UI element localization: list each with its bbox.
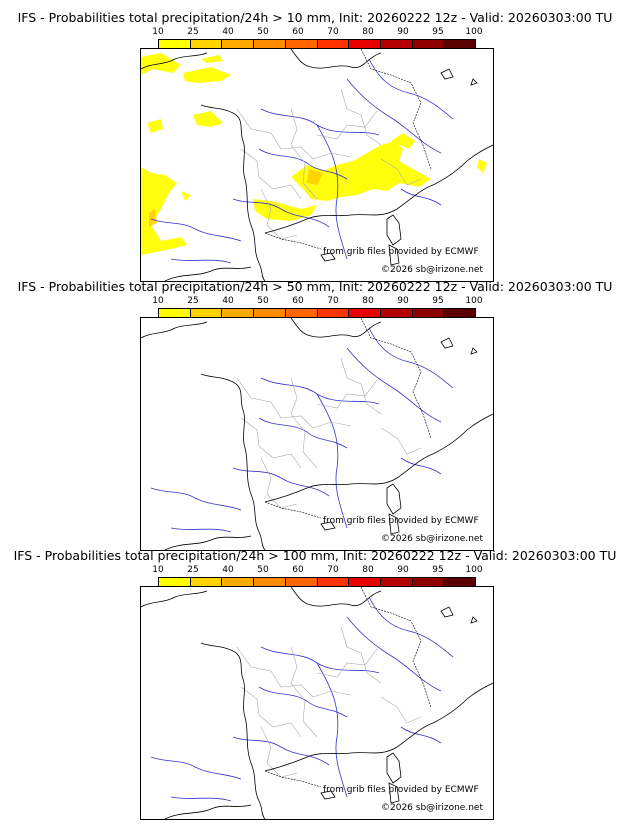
panel-100mm: IFS - Probabilities total precipitation/… (0, 548, 630, 820)
scale-label: 80 (362, 565, 374, 575)
copyright: ©2026 sb@irizone.net (381, 803, 483, 813)
scale-color-swatch (285, 578, 318, 586)
river-network (150, 58, 454, 264)
scale-color-swatch (317, 309, 350, 317)
scale-label: 100 (465, 296, 483, 306)
scale-color-swatch (444, 40, 476, 48)
probability-scale-labels: 10 25 40 50 60 70 80 90 95 100 (152, 296, 482, 307)
scale-label: 90 (397, 296, 409, 306)
admin-borders (236, 626, 422, 778)
panel-title: IFS - Probabilities total precipitation/… (13, 548, 617, 563)
scale-label: 50 (257, 27, 269, 37)
scale-label: 10 (152, 27, 164, 37)
scale-color-swatch (159, 309, 191, 317)
scale-color-swatch (349, 309, 381, 317)
scale-label: 80 (362, 27, 374, 37)
scale-label: 25 (187, 565, 199, 575)
probability-scale-labels: 10 25 40 50 60 70 80 90 95 100 (152, 27, 482, 38)
scale-label: 60 (292, 27, 304, 37)
scale-color-swatch (222, 40, 255, 48)
scale-label: 40 (222, 565, 234, 575)
probability-scale-labels: 10 25 40 50 60 70 80 90 95 100 (152, 565, 482, 576)
scale-label: 10 (152, 296, 164, 306)
scale-label: 40 (222, 296, 234, 306)
copyright: ©2026 sb@irizone.net (381, 534, 483, 544)
scale-label: 95 (432, 565, 444, 575)
scale-label: 60 (292, 296, 304, 306)
scale-label: 80 (362, 296, 374, 306)
scale-color-swatch (444, 578, 476, 586)
scale-label: 50 (257, 565, 269, 575)
scale-label: 90 (397, 27, 409, 37)
panel-title: IFS - Probabilities total precipitation/… (17, 279, 613, 294)
scale-color-swatch (412, 309, 445, 317)
scale-color-swatch (444, 309, 476, 317)
scale-color-swatch (222, 578, 255, 586)
scale-color-swatch (254, 578, 286, 586)
scale-label: 95 (432, 296, 444, 306)
coastline (141, 587, 493, 819)
country-borders (264, 587, 432, 788)
scale-color-swatch (380, 309, 413, 317)
scale-label: 95 (432, 27, 444, 37)
river-network (150, 596, 454, 802)
scale-label: 60 (292, 565, 304, 575)
coastline (141, 49, 493, 281)
scale-label: 40 (222, 27, 234, 37)
scale-color-swatch (285, 40, 318, 48)
panel-50mm: IFS - Probabilities total precipitation/… (0, 279, 630, 551)
admin-borders (236, 357, 422, 509)
river-network (150, 327, 454, 533)
scale-color-swatch (190, 578, 223, 586)
scale-label: 70 (327, 565, 339, 575)
source-credit: from grib files provided by ECMWF (323, 516, 479, 526)
country-borders (264, 318, 432, 519)
scale-color-swatch (380, 578, 413, 586)
coastline (141, 318, 493, 550)
scale-color-swatch (412, 40, 445, 48)
scale-label: 90 (397, 565, 409, 575)
scale-label: 25 (187, 296, 199, 306)
scale-label: 70 (327, 296, 339, 306)
scale-color-swatch (190, 40, 223, 48)
precip-area (141, 53, 487, 255)
scale-label: 10 (152, 565, 164, 575)
precipitation-map: from grib files provided by ECMWF ©2026 … (140, 48, 494, 282)
scale-label: 50 (257, 296, 269, 306)
scale-color-swatch (317, 40, 350, 48)
scale-label: 25 (187, 27, 199, 37)
scale-color-swatch (317, 578, 350, 586)
scale-color-swatch (254, 309, 286, 317)
country-borders (264, 49, 432, 250)
scale-color-swatch (285, 309, 318, 317)
scale-label: 100 (465, 565, 483, 575)
scale-label: 70 (327, 27, 339, 37)
panel-10mm: IFS - Probabilities total precipitation/… (0, 10, 630, 282)
scale-color-swatch (190, 309, 223, 317)
panel-title: IFS - Probabilities total precipitation/… (17, 10, 613, 25)
scale-label: 100 (465, 27, 483, 37)
admin-borders (236, 88, 422, 240)
scale-color-swatch (159, 40, 191, 48)
scale-color-swatch (349, 578, 381, 586)
precipitation-map: from grib files provided by ECMWF ©2026 … (140, 317, 494, 551)
scale-color-swatch (380, 40, 413, 48)
source-credit: from grib files provided by ECMWF (323, 247, 479, 257)
scale-color-swatch (222, 309, 255, 317)
scale-color-swatch (349, 40, 381, 48)
copyright: ©2026 sb@irizone.net (381, 265, 483, 275)
source-credit: from grib files provided by ECMWF (323, 785, 479, 795)
precipitation-map: from grib files provided by ECMWF ©2026 … (140, 586, 494, 820)
scale-color-swatch (254, 40, 286, 48)
scale-color-swatch (412, 578, 445, 586)
precip-core (307, 169, 323, 185)
precip-core (149, 209, 157, 227)
scale-color-swatch (159, 578, 191, 586)
